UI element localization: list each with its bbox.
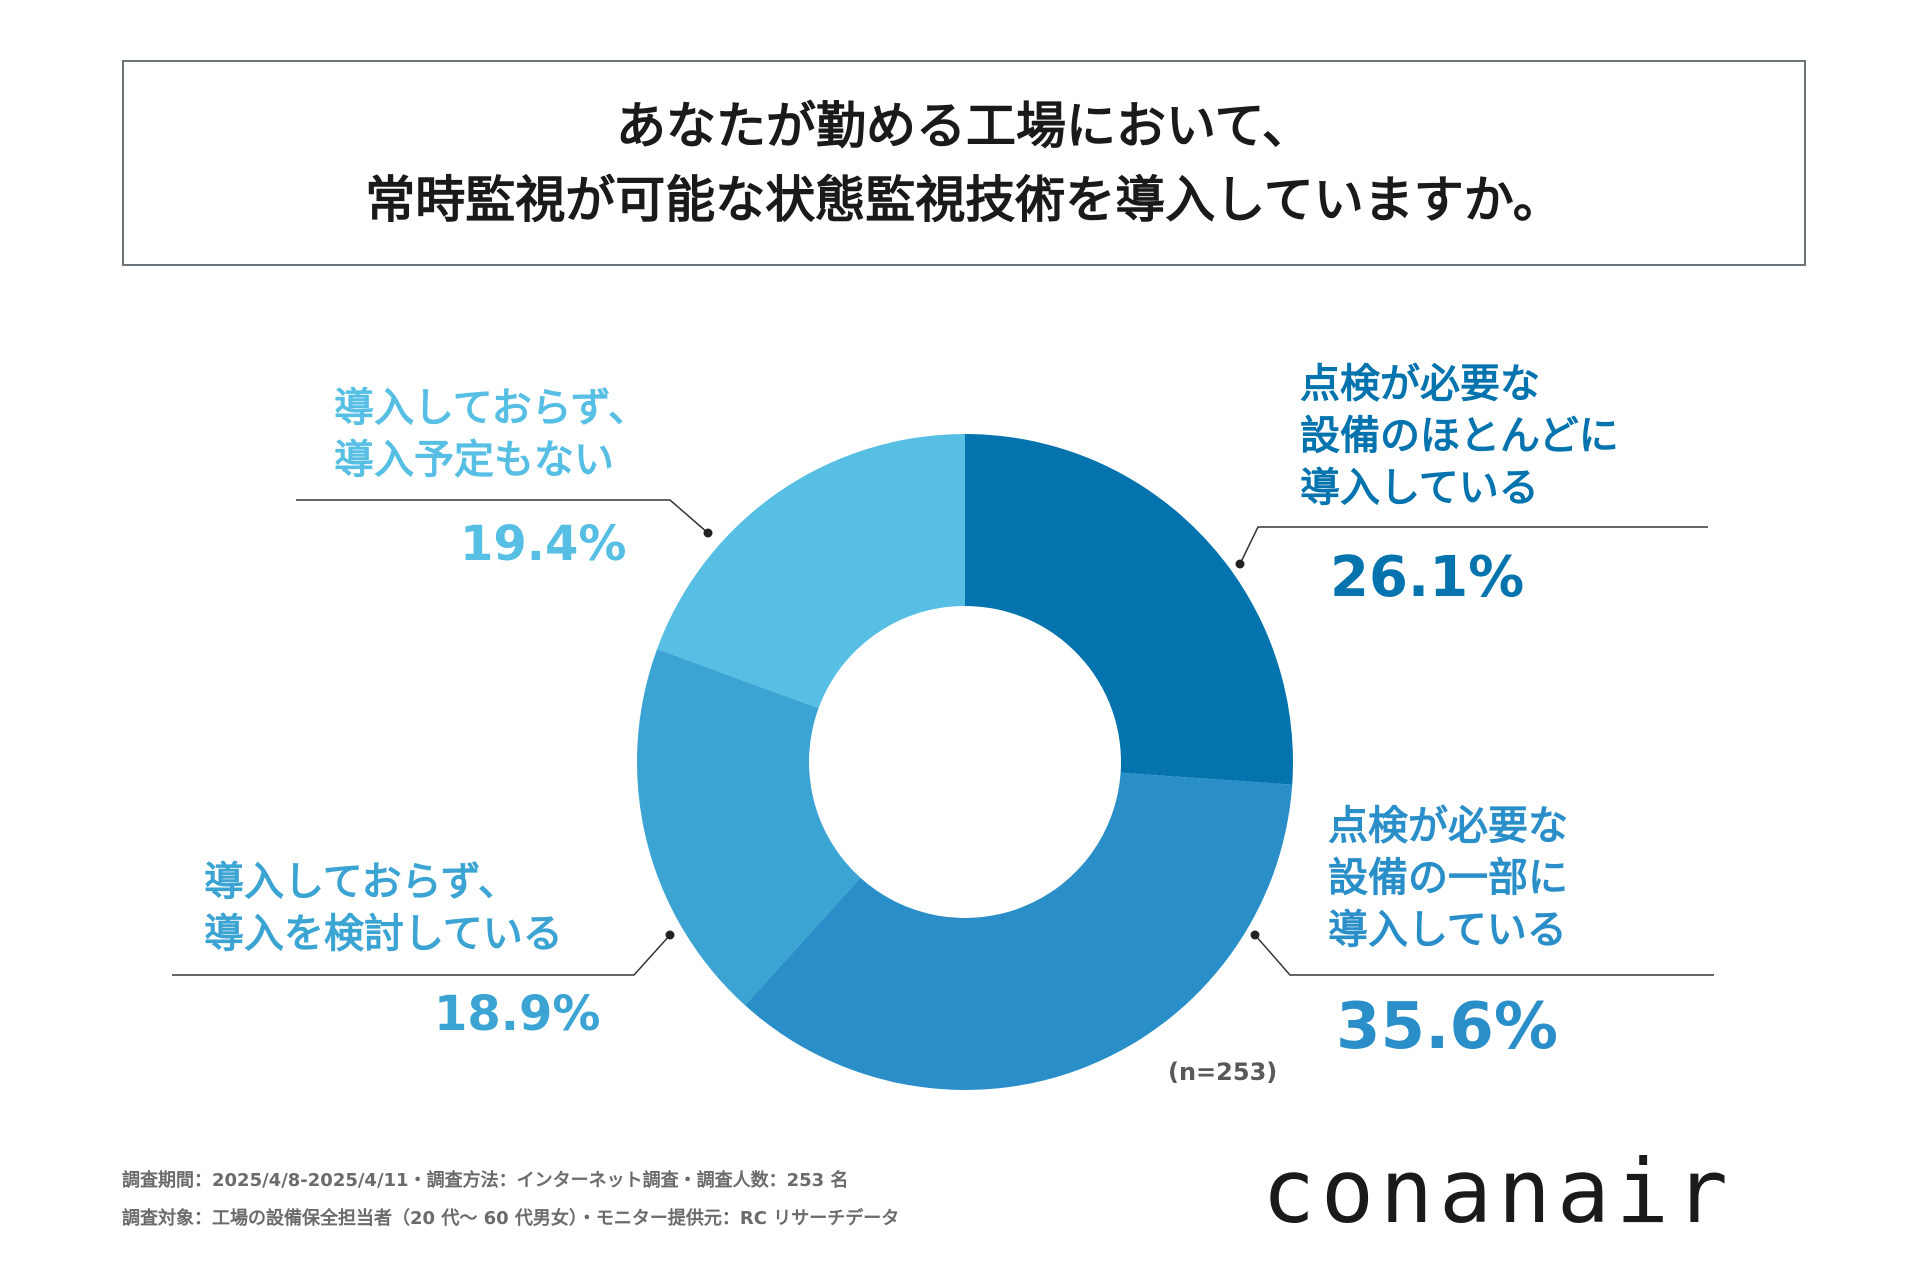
donut-slice-3 [637, 648, 861, 1006]
sample-size-label: (n=253) [1168, 1058, 1278, 1086]
footnote-survey-period: 調査期間：2025/4/8-2025/4/11・調査方法：インターネット調査・調… [122, 1170, 849, 1191]
donut-slice-2 [745, 772, 1293, 1090]
label-slice-3-line-2: 導入を検討している [204, 911, 563, 957]
label-slice-4-line-1: 導入しておらず、 [334, 385, 648, 431]
label-slice-2-line-1: 点検が必要な [1328, 803, 1568, 849]
donut-slice-1 [965, 434, 1293, 785]
chart-title-line-2: 常時監視が可能な状態監視技術を導入していますか。 [365, 171, 1563, 229]
leader-line-3 [172, 934, 671, 976]
label-slice-3-line-1: 導入しておらず、 [204, 859, 518, 905]
label-slice-2: 点検が必要な 設備の一部に 導入している [1328, 800, 1568, 956]
footnote-survey-target: 調査対象：工場の設備保全担当者（20 代～ 60 代男女）・モニター提供元：RC… [122, 1208, 900, 1229]
label-slice-1-line-1: 点検が必要な [1300, 361, 1540, 407]
leader-dot-2 [1250, 930, 1260, 940]
label-slice-2-line-3: 導入している [1328, 907, 1567, 953]
label-slice-4: 導入しておらず、 導入予定もない [334, 382, 648, 486]
leader-dot-4 [703, 528, 713, 538]
label-slice-3: 導入しておらず、 導入を検討している [204, 856, 563, 960]
chart-title-line-1: あなたが勤める工場において、 [616, 97, 1312, 155]
pct-slice-1: 26.1% [1330, 545, 1525, 610]
pct-slice-4: 19.4% [460, 516, 627, 572]
conanair-logo: conanair [1262, 1140, 1734, 1243]
pct-slice-2: 35.6% [1336, 990, 1559, 1064]
leader-line-4 [296, 499, 709, 534]
leader-dot-3 [665, 930, 675, 940]
leader-line-1 [1239, 526, 1708, 565]
label-slice-2-line-2: 設備の一部に [1328, 855, 1568, 901]
title-box: あなたが勤める工場において、 常時監視が可能な状態監視技術を導入していますか。 [122, 60, 1806, 266]
label-slice-4-line-2: 導入予定もない [334, 437, 614, 483]
label-slice-1-line-3: 導入している [1300, 465, 1539, 511]
leader-line-2 [1254, 934, 1714, 976]
label-slice-1-line-2: 設備のほとんどに [1300, 413, 1619, 459]
pct-slice-3: 18.9% [434, 986, 601, 1042]
donut-slice-4 [657, 434, 965, 709]
label-slice-1: 点検が必要な 設備のほとんどに 導入している [1300, 358, 1619, 514]
leader-dot-1 [1235, 559, 1245, 569]
